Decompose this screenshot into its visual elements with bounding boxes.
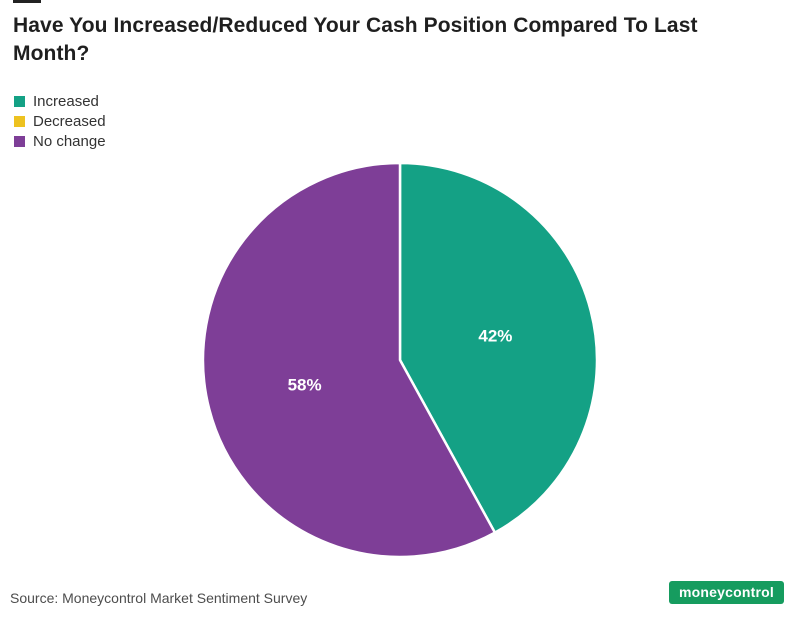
legend-item-increased: Increased xyxy=(14,91,106,111)
legend-swatch-no-change xyxy=(14,135,25,147)
legend-swatch-decreased xyxy=(14,115,25,127)
pie-slice-label: 42% xyxy=(478,327,512,346)
legend-swatch-increased xyxy=(14,95,25,107)
pie-chart: 42% 58% xyxy=(201,161,599,559)
legend-label: Increased xyxy=(33,92,99,110)
legend-label: No change xyxy=(33,132,106,150)
source-note: Source: Moneycontrol Market Sentiment Su… xyxy=(10,590,308,606)
pie-slice-no-change xyxy=(201,161,497,559)
legend-item-no-change: No change xyxy=(14,131,106,151)
legend-label: Decreased xyxy=(33,112,106,130)
chart-legend: Increased Decreased No change xyxy=(14,91,106,151)
chart-title: Have You Increased/Reduced Your Cash Pos… xyxy=(13,14,698,65)
pie-slice-label: 58% xyxy=(288,376,322,395)
moneycontrol-logo: moneycontrol xyxy=(669,581,784,604)
top-accent-rule xyxy=(13,0,41,3)
pie-slice-increased xyxy=(398,161,599,534)
legend-item-decreased: Decreased xyxy=(14,111,106,131)
